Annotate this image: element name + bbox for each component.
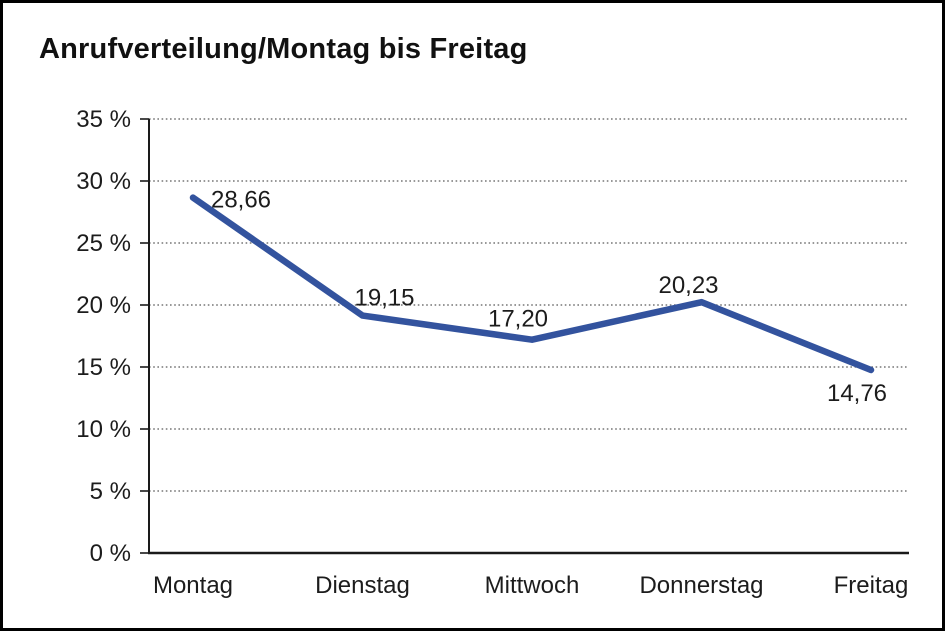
data-point-label: 28,66 <box>211 187 271 214</box>
x-axis-label: Montag <box>153 572 233 599</box>
y-tick-label: 5 % <box>90 478 131 505</box>
y-tick-label: 35 % <box>76 106 131 133</box>
y-tick-label: 10 % <box>76 416 131 443</box>
y-tick-label: 15 % <box>76 354 131 381</box>
x-axis-label: Freitag <box>834 572 909 599</box>
y-tick-label: 25 % <box>76 230 131 257</box>
y-tick-label: 20 % <box>76 292 131 319</box>
x-axis-label: Dienstag <box>315 572 410 599</box>
data-point-label: 14,76 <box>827 380 887 407</box>
line-chart: 0 % 5 % 10 % 15 % 20 % 25 % 30 % 35 % 28,66 19,15… <box>76 106 909 599</box>
y-tick-label: 0 % <box>90 540 131 567</box>
data-point-label: 20,23 <box>658 272 718 299</box>
x-axis-label: Donnerstag <box>639 572 763 599</box>
y-tick-label: 30 % <box>76 168 131 195</box>
x-axis-label: Mittwoch <box>485 572 580 599</box>
chart-title: Anrufverteilung/Montag bis Freitag <box>39 33 528 65</box>
series-line <box>189 194 875 374</box>
data-point-label: 17,20 <box>488 306 548 333</box>
data-point-label: 19,15 <box>354 285 414 312</box>
